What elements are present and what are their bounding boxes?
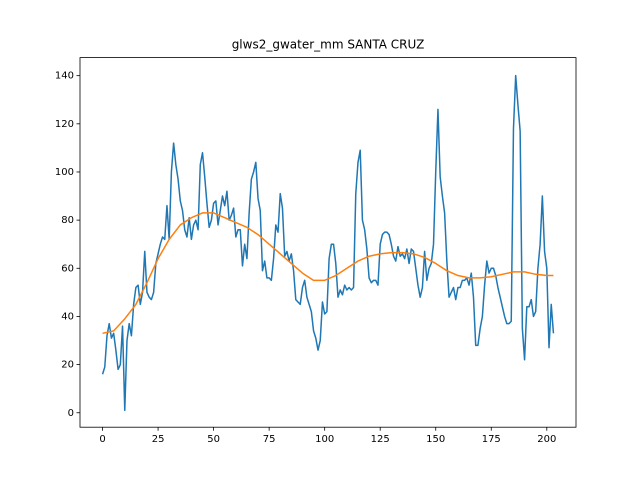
x-tick-label: 75: [263, 434, 276, 445]
x-tick-label: 0: [99, 434, 105, 445]
x-tick-label: 25: [152, 434, 165, 445]
data-line: [101, 74, 555, 412]
plot-frame: [79, 57, 577, 428]
y-tick-label: 0: [68, 408, 74, 419]
y-tick-label: 80: [61, 215, 74, 226]
x-tick-label: 200: [537, 434, 556, 445]
y-tick-label: 140: [55, 71, 74, 82]
x-tick-label: 100: [315, 434, 334, 445]
y-tick-label: 100: [55, 167, 74, 178]
x-tick-label: 50: [207, 434, 220, 445]
y-tick-label: 120: [55, 119, 74, 130]
x-tick-label: 125: [371, 434, 390, 445]
y-tick-label: 60: [61, 263, 74, 274]
x-tick-label: 175: [482, 434, 501, 445]
y-tick-label: 20: [61, 360, 74, 371]
y-tick-label: 40: [61, 311, 74, 322]
x-tick-label: 150: [426, 434, 445, 445]
chart-title: glws2_gwater_mm SANTA CRUZ: [232, 38, 425, 52]
data-line: [102, 212, 554, 335]
